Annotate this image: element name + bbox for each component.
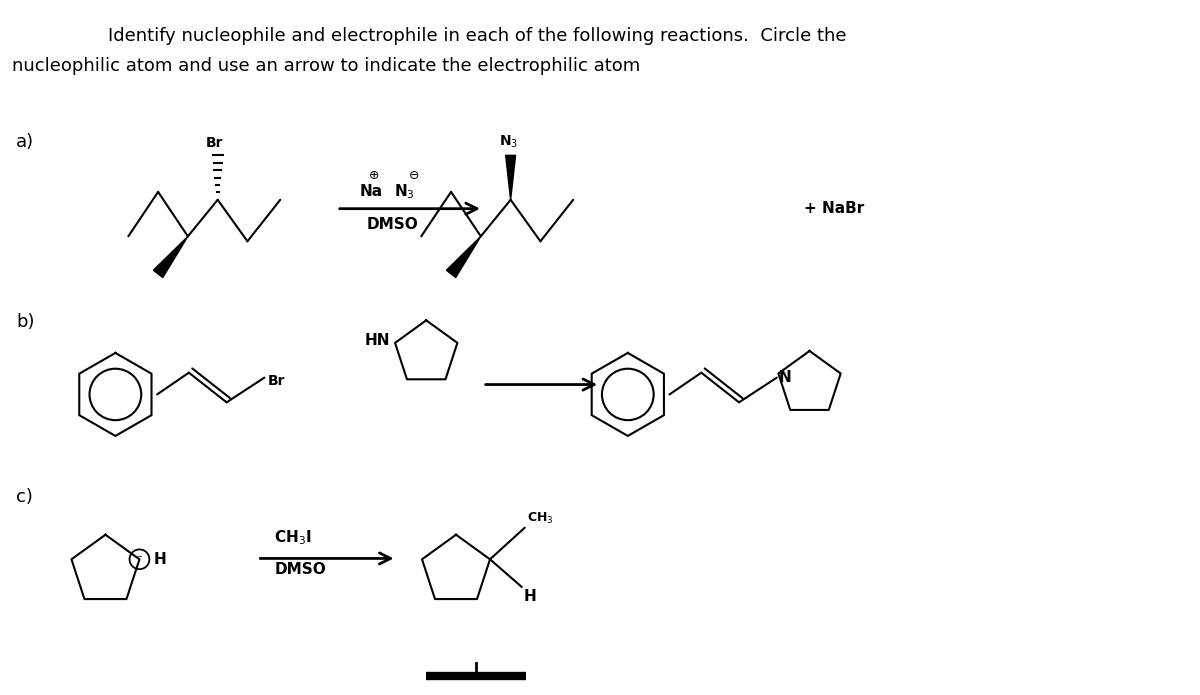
Text: $^{-}$: $^{-}$ [136,555,143,564]
Text: nucleophilic atom and use an arrow to indicate the electrophilic atom: nucleophilic atom and use an arrow to in… [12,56,641,74]
Text: Br: Br [268,374,284,388]
Polygon shape [154,236,188,277]
Text: Br: Br [205,136,223,150]
Text: $\oplus$: $\oplus$ [368,169,379,181]
Text: $\ominus$: $\ominus$ [408,169,419,181]
Text: N$_3$: N$_3$ [499,134,518,150]
Text: c): c) [16,489,32,506]
Text: HN: HN [365,334,390,348]
Text: CH$_3$I: CH$_3$I [275,529,312,548]
Text: N: N [779,370,792,385]
Text: Identify nucleophile and electrophile in each of the following reactions.  Circl: Identify nucleophile and electrophile in… [108,27,847,45]
Text: N$_3$: N$_3$ [395,183,415,202]
Polygon shape [446,236,481,277]
Text: Na: Na [360,184,383,199]
Text: H: H [523,589,536,604]
Polygon shape [505,155,516,199]
Text: + NaBr: + NaBr [804,201,864,216]
Text: a): a) [16,133,35,151]
Text: DMSO: DMSO [367,217,419,232]
Text: DMSO: DMSO [275,562,326,578]
Text: H: H [154,552,166,567]
Text: CH$_3$: CH$_3$ [527,511,553,525]
Text: b): b) [16,313,35,332]
